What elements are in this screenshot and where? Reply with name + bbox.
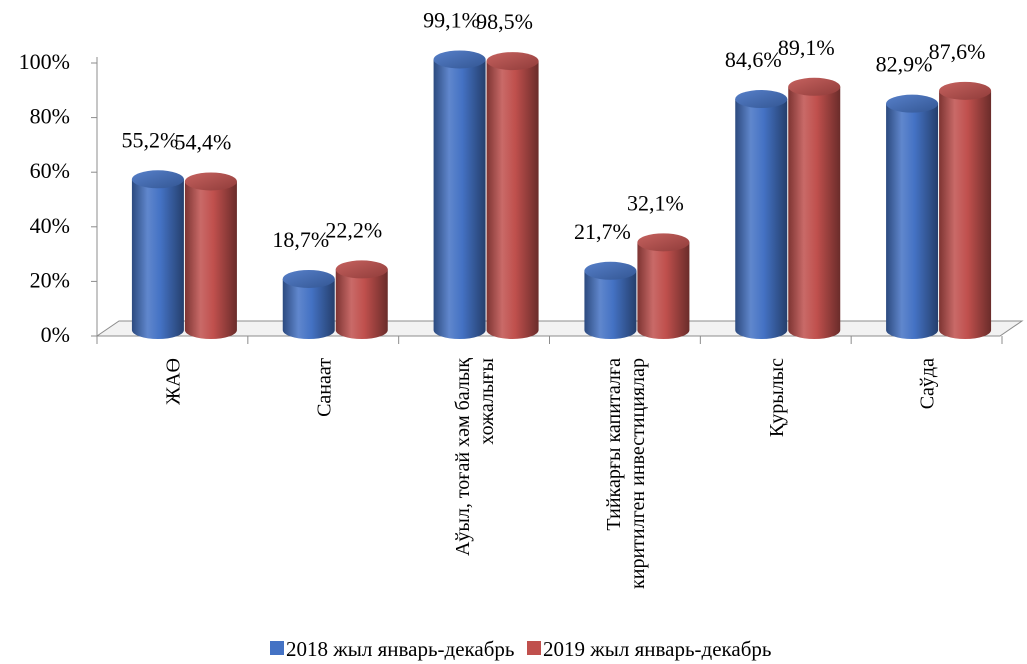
category-label: ЖАӨ: [162, 358, 184, 405]
bar: [788, 77, 841, 339]
bar: [735, 90, 788, 340]
category-label: Саўда: [917, 358, 939, 409]
legend-swatch: [527, 641, 541, 655]
legend-label: 2018 жыл январь-декабрь: [286, 637, 515, 661]
y-tick-label: 80%: [30, 104, 70, 129]
bar: [486, 52, 539, 339]
y-tick-label: 100%: [19, 49, 70, 74]
bar: [184, 172, 237, 339]
category-label: Санаат: [313, 358, 335, 417]
data-label: 82,9%: [876, 52, 933, 77]
data-label: 98,5%: [476, 9, 533, 34]
y-tick-labels: 0% 20% 40% 60% 80% 100%: [19, 49, 97, 347]
data-label: 84,6%: [725, 47, 782, 72]
y-tick-label: 0%: [41, 322, 70, 347]
legend-swatch: [270, 641, 284, 655]
legend-item: 2018 жыл январь-декабрь: [270, 637, 515, 661]
data-label: 89,1%: [778, 35, 835, 60]
y-tick-label: 40%: [30, 213, 70, 238]
bar: [886, 94, 939, 339]
data-label: 99,1%: [423, 7, 480, 32]
legend: 2018 жыл январь-декабрь 2019 жыл январь-д…: [270, 637, 772, 661]
data-labels: 55,2%54,4% 18,7%22,2% 99,1%98,5% 21,7% 32,1%…: [122, 7, 986, 251]
bar: [637, 233, 690, 339]
category-label: Тийкарғы капиталға киритилген инвестициял…: [603, 358, 649, 589]
data-label: 18,7%: [272, 227, 329, 252]
y-tick-label: 60%: [30, 158, 70, 183]
legend-item: 2019 жыл январь-декабрь: [527, 637, 772, 661]
data-label: 32,1%: [627, 190, 684, 215]
legend-label: 2019 жыл январь-декабрь: [543, 637, 772, 661]
category-labels: ЖАӨ Санаат Аўыл, тоғай хәм балық хожалығы Ти…: [162, 358, 938, 589]
bar: [335, 260, 388, 339]
data-label: 22,2%: [325, 217, 382, 242]
bar: [939, 81, 992, 340]
category-label: Қурылыс: [766, 358, 788, 437]
data-label: 54,4%: [175, 129, 232, 154]
category-label: Аўыл, тоғай хәм балық хожалығы: [452, 358, 498, 556]
y-tick-label: 20%: [30, 267, 70, 292]
bars: [131, 50, 992, 340]
data-label: 21,7%: [574, 219, 631, 244]
bar: [131, 170, 184, 339]
data-label: 55,2%: [122, 127, 179, 152]
data-label: 87,6%: [929, 39, 986, 64]
bar: [282, 269, 335, 339]
bar: [584, 261, 637, 339]
bar: [433, 50, 486, 339]
